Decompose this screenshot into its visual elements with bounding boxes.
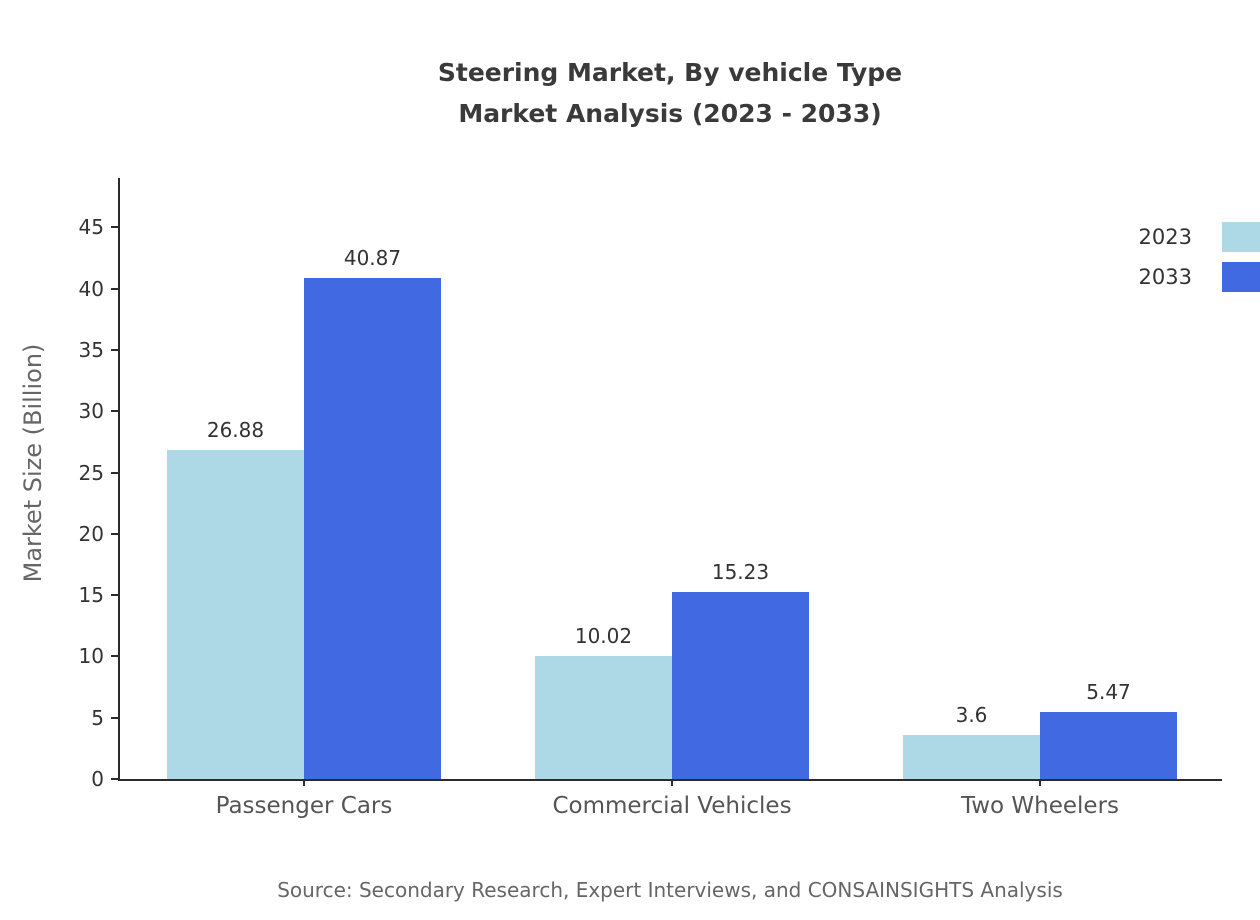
legend-item-2033: 2033 bbox=[1139, 262, 1260, 292]
y-tick-label: 10 bbox=[78, 644, 104, 669]
bar-value-label-2033-passenger-cars: 40.87 bbox=[343, 246, 402, 270]
y-tick-mark bbox=[111, 655, 118, 658]
bar-value-label-2023-passenger-cars: 26.88 bbox=[206, 418, 265, 442]
x-tick-mark bbox=[1039, 779, 1041, 786]
bar-2033-passenger-cars bbox=[304, 278, 441, 779]
bar-value-label-2023-two-wheelers: 3.6 bbox=[955, 703, 988, 727]
y-tick-mark bbox=[111, 716, 118, 719]
plot-area: 0 5 10 15 20 25 30 35 40 45 26.88 40.87 Passenger Ca… bbox=[79, 178, 1222, 819]
y-tick-mark bbox=[111, 594, 118, 597]
y-tick-label: 25 bbox=[78, 460, 104, 485]
y-tick-label: 20 bbox=[78, 521, 104, 546]
source-note: Source: Secondary Research, Expert Inter… bbox=[277, 878, 1063, 902]
y-tick-mark bbox=[111, 778, 118, 780]
y-tick-label: 40 bbox=[78, 276, 104, 301]
y-tick-mark bbox=[111, 410, 118, 413]
y-tick-mark bbox=[111, 226, 118, 229]
y-tick-label: 15 bbox=[78, 583, 104, 608]
legend-swatch-2033 bbox=[1222, 262, 1260, 292]
y-tick-mark bbox=[111, 471, 118, 474]
bar-2023-commercial-vehicles bbox=[535, 656, 672, 779]
chart-title: Steering Market, By vehicle Type Market … bbox=[80, 52, 1260, 134]
y-tick-label: 45 bbox=[78, 215, 104, 240]
legend-swatch-2023 bbox=[1222, 222, 1260, 252]
bar-value-label-2033-commercial-vehicles: 15.23 bbox=[711, 560, 770, 584]
x-category-label-two-wheelers: Two Wheelers bbox=[960, 793, 1120, 819]
bar-value-label-2023-commercial-vehicles: 10.02 bbox=[574, 624, 633, 648]
y-tick-mark bbox=[111, 532, 118, 535]
x-tick-mark bbox=[303, 779, 305, 786]
x-category-label-commercial-vehicles: Commercial Vehicles bbox=[552, 793, 792, 819]
legend-label-2033: 2033 bbox=[1138, 265, 1192, 289]
bar-2023-passenger-cars bbox=[167, 450, 304, 779]
chart-title-line1: Steering Market, By vehicle Type bbox=[437, 58, 903, 87]
legend-item-2023: 2023 bbox=[1139, 222, 1260, 252]
y-tick-mark bbox=[111, 287, 118, 290]
bar-2023-two-wheelers bbox=[903, 735, 1040, 779]
y-axis-label: Market Size (Billion) bbox=[19, 343, 47, 583]
bar-2033-two-wheelers bbox=[1040, 712, 1177, 779]
y-tick-label: 0 bbox=[91, 767, 104, 791]
bar-value-label-2033-two-wheelers: 5.47 bbox=[1086, 680, 1131, 704]
bar-2033-commercial-vehicles bbox=[672, 592, 809, 779]
legend: 2023 2033 bbox=[1139, 222, 1260, 302]
x-category-label-passenger-cars: Passenger Cars bbox=[215, 793, 393, 819]
x-tick-mark bbox=[671, 779, 673, 786]
y-tick-mark bbox=[111, 349, 118, 352]
y-tick-label: 5 bbox=[91, 705, 104, 730]
y-tick-label: 30 bbox=[78, 399, 104, 424]
y-tick-label: 35 bbox=[78, 338, 104, 363]
legend-label-2023: 2023 bbox=[1138, 225, 1192, 249]
chart-title-line2: Market Analysis (2023 - 2033) bbox=[458, 99, 882, 128]
